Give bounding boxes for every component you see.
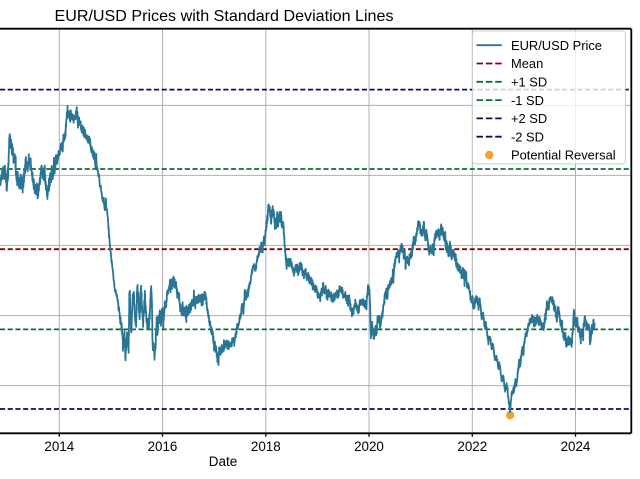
svg-text:+2 SD: +2 SD [511, 111, 547, 126]
svg-text:2016: 2016 [148, 439, 178, 454]
svg-text:2020: 2020 [354, 439, 384, 454]
svg-text:EUR/USD Prices with Standard D: EUR/USD Prices with Standard Deviation L… [54, 7, 393, 25]
svg-text:2022: 2022 [457, 439, 487, 454]
svg-text:-2 SD: -2 SD [511, 129, 544, 144]
svg-text:+1 SD: +1 SD [511, 75, 547, 90]
svg-text:2024: 2024 [561, 439, 591, 454]
svg-text:-1 SD: -1 SD [511, 93, 544, 108]
svg-text:Potential Reversal: Potential Reversal [511, 148, 616, 163]
svg-text:2014: 2014 [44, 439, 74, 454]
svg-text:EUR/USD Price: EUR/USD Price [511, 38, 602, 53]
svg-text:Date: Date [209, 454, 238, 469]
svg-text:2018: 2018 [251, 439, 281, 454]
svg-text:Mean: Mean [511, 56, 543, 71]
